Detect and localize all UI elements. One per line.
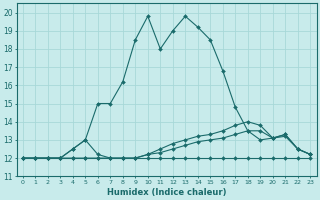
X-axis label: Humidex (Indice chaleur): Humidex (Indice chaleur) [107,188,226,197]
